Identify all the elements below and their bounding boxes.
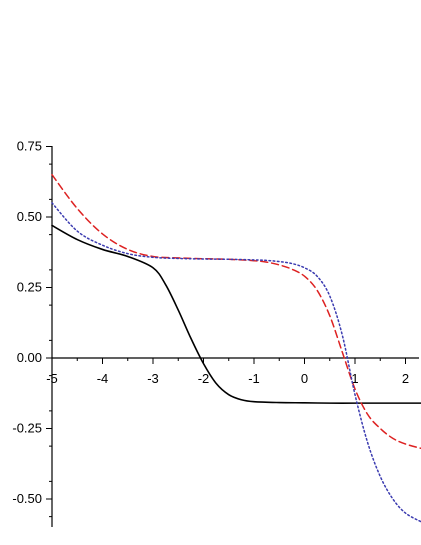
x-tick-label: -2 bbox=[198, 371, 210, 386]
y-axis-ticks: 0.75 0.50 0.25 0.00 -0.25 -0.50 bbox=[12, 139, 52, 518]
series-line-1 bbox=[51, 224, 421, 404]
series-line-3 bbox=[51, 202, 421, 523]
x-axis-ticks: -5 -4 -3 -2 -1 0 1 2 bbox=[46, 358, 409, 386]
x-tick-label: 2 bbox=[402, 371, 409, 386]
x-tick-label: 0 bbox=[301, 371, 308, 386]
x-tick-label: 1 bbox=[351, 371, 358, 386]
y-tick-label: 0.50 bbox=[17, 209, 42, 224]
y-tick-label: 0.00 bbox=[17, 350, 42, 365]
series-layer bbox=[51, 173, 421, 523]
y-tick-label: 0.75 bbox=[17, 139, 42, 154]
x-tick-label: -1 bbox=[248, 371, 260, 386]
x-tick-label: -3 bbox=[147, 371, 159, 386]
y-tick-label: -0.50 bbox=[12, 491, 42, 506]
y-tick-label: -0.25 bbox=[12, 421, 42, 436]
series-line-2 bbox=[51, 173, 421, 449]
y-tick-label: 0.25 bbox=[17, 280, 42, 295]
x-tick-label: -4 bbox=[97, 371, 109, 386]
